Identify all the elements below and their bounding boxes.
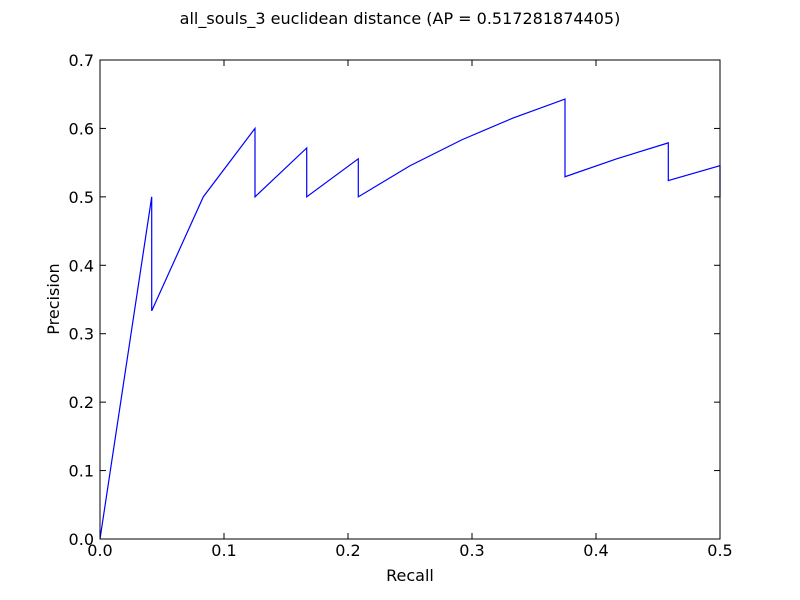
x-tick-label: 0.2 <box>335 541 360 560</box>
chart-title: all_souls_3 euclidean distance (AP = 0.5… <box>180 9 621 29</box>
x-tick-label: 0.0 <box>87 541 112 560</box>
x-tick-label: 0.5 <box>707 541 732 560</box>
x-axis-label: Recall <box>386 566 434 585</box>
y-tick-label: 0.3 <box>69 325 94 344</box>
series-line-0 <box>99 98 721 540</box>
y-tick-label: 0.5 <box>69 188 94 207</box>
y-tick-label: 0.7 <box>69 51 94 70</box>
y-tick-label: 0.2 <box>69 393 94 412</box>
y-tick-label: 0.1 <box>69 462 94 481</box>
x-tick-label: 0.1 <box>211 541 236 560</box>
y-tick-label: 0.4 <box>69 256 94 275</box>
x-tick-label: 0.4 <box>583 541 608 560</box>
y-tick-label: 0.6 <box>69 119 94 138</box>
y-axis-label: Precision <box>44 263 63 334</box>
y-tick-label: 0.0 <box>69 530 94 549</box>
plot-area: 0.0 0.1 0.2 0.3 0.4 0.5 0.0 0.1 0.2 0.3 0.4 0.5 0.6 0… <box>69 51 733 560</box>
plot-frame <box>99 59 721 540</box>
x-tick-label: 0.3 <box>459 541 484 560</box>
